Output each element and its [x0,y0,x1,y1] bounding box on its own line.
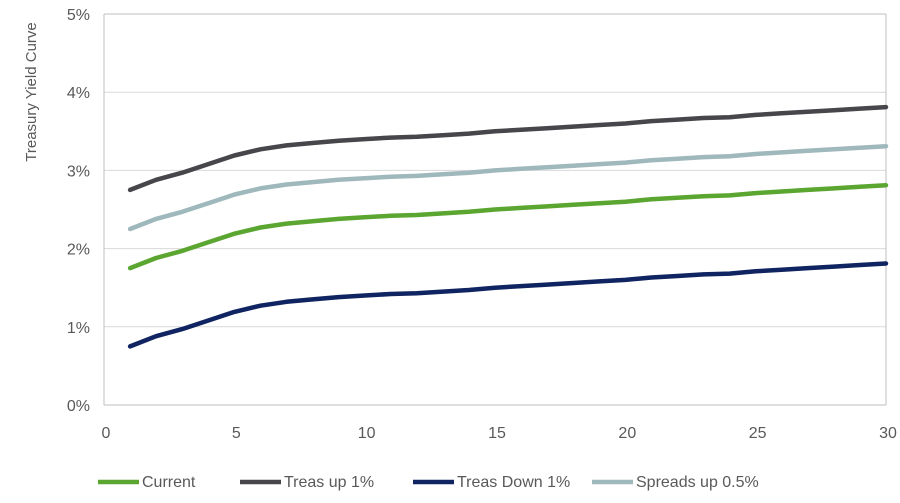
y-tick-label: 5% [67,7,90,24]
y-axis-title: Treasury Yield Curve [23,22,40,162]
legend-label: Treas up 1% [284,474,374,491]
y-tick-label: 4% [67,85,90,102]
y-tick-label: 1% [67,320,90,337]
x-tick-label: 25 [749,425,767,442]
x-tick-label: 15 [488,425,506,442]
series-line [127,143,889,232]
x-tick-label: 30 [879,425,897,442]
x-tick-label: 20 [618,425,636,442]
y-tick-label: 3% [67,163,90,180]
series-line [127,183,889,271]
y-tick-label: 0% [67,398,90,415]
gridlines [103,13,887,406]
legend-label: Current [142,474,196,491]
x-axis-ticks: 0 5 10 15 20 25 30 [102,425,897,442]
series-line [127,261,889,349]
series-line [127,104,889,193]
x-tick-label: 0 [102,425,111,442]
legend: Current Treas up 1% Treas Down 1% Spreads u… [98,474,759,491]
legend-label: Spreads up 0.5% [636,474,759,491]
legend-label: Treas Down 1% [457,474,570,491]
series-lines [127,104,889,349]
x-tick-label: 10 [358,425,376,442]
y-tick-label: 2% [67,242,90,259]
x-tick-label: 5 [232,425,241,442]
y-axis-ticks: 0% 1% 2% 3% 4% 5% [67,7,90,415]
